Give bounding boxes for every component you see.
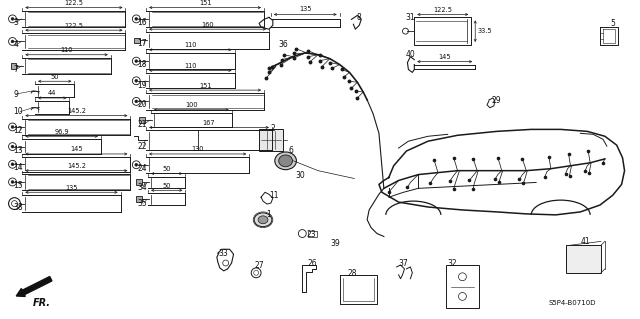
Text: 33: 33 [219, 249, 228, 258]
Text: 26: 26 [307, 259, 317, 268]
Text: 4: 4 [13, 41, 19, 49]
Text: 31: 31 [406, 13, 415, 22]
Text: 29: 29 [492, 96, 502, 105]
Text: 39: 39 [331, 240, 340, 249]
Bar [140, 117, 145, 123]
Circle shape [11, 181, 14, 183]
Text: 50: 50 [163, 183, 171, 189]
Text: 13: 13 [13, 145, 23, 154]
Circle shape [11, 40, 14, 43]
Text: 20: 20 [137, 100, 147, 109]
Text: 100: 100 [185, 102, 198, 108]
Text: 145.2: 145.2 [67, 108, 86, 114]
Text: 7: 7 [13, 65, 19, 74]
Text: 36: 36 [279, 40, 289, 49]
Ellipse shape [254, 213, 272, 227]
Text: 122.5: 122.5 [65, 23, 83, 29]
Circle shape [135, 60, 138, 63]
Text: 28: 28 [348, 269, 357, 278]
Text: 41: 41 [580, 237, 590, 247]
Text: 38: 38 [13, 203, 23, 211]
Text: 50: 50 [163, 166, 171, 172]
Text: 14: 14 [13, 163, 23, 172]
Text: 35: 35 [137, 198, 147, 208]
Bar [10, 63, 17, 69]
Text: 22: 22 [137, 142, 147, 151]
Text: 44: 44 [48, 91, 56, 96]
Bar [136, 196, 142, 202]
Bar [136, 180, 142, 185]
Text: 24: 24 [137, 164, 147, 173]
Text: 30: 30 [296, 171, 305, 180]
Text: 15: 15 [13, 181, 23, 190]
Ellipse shape [279, 155, 292, 167]
Text: 151: 151 [199, 83, 211, 89]
Text: 167: 167 [203, 120, 215, 126]
Text: 135: 135 [299, 6, 312, 12]
Ellipse shape [258, 216, 268, 224]
Text: 2: 2 [271, 123, 275, 132]
Text: 110: 110 [184, 63, 196, 69]
Text: 1: 1 [266, 210, 271, 219]
Text: 130: 130 [191, 146, 204, 152]
Text: 32: 32 [448, 259, 458, 268]
Bar [308, 231, 317, 237]
Circle shape [135, 100, 138, 103]
Text: 110: 110 [60, 47, 73, 53]
Text: 145: 145 [70, 146, 83, 152]
Text: FR.: FR. [33, 298, 51, 308]
Text: 19: 19 [137, 81, 147, 90]
Text: 10: 10 [13, 107, 23, 116]
Text: 33.5: 33.5 [477, 28, 492, 34]
Text: 17: 17 [137, 40, 147, 48]
Text: 18: 18 [137, 60, 147, 69]
Text: 23: 23 [307, 230, 316, 239]
Circle shape [11, 18, 14, 20]
Text: 11: 11 [269, 191, 279, 200]
Text: 40: 40 [406, 50, 415, 59]
Text: 145.2: 145.2 [67, 163, 86, 169]
Text: 135: 135 [65, 185, 77, 191]
Circle shape [135, 18, 138, 20]
Text: 145: 145 [438, 54, 451, 60]
Text: 12: 12 [13, 126, 23, 135]
Ellipse shape [275, 152, 296, 170]
Circle shape [135, 163, 138, 166]
Text: 27: 27 [254, 261, 264, 270]
Text: 5: 5 [611, 19, 615, 28]
Bar [445, 265, 479, 308]
Circle shape [11, 145, 14, 148]
Text: 160: 160 [201, 22, 214, 28]
Text: 50: 50 [51, 74, 59, 80]
Bar [566, 245, 601, 273]
Circle shape [11, 163, 14, 166]
Text: 34: 34 [137, 183, 147, 192]
Text: 122.5: 122.5 [433, 7, 452, 13]
Text: 6: 6 [289, 146, 293, 155]
Text: 21: 21 [137, 120, 147, 129]
Text: 3: 3 [13, 18, 19, 27]
Bar [134, 38, 140, 43]
Text: 8: 8 [357, 13, 362, 22]
Text: 96.9: 96.9 [54, 129, 69, 135]
Circle shape [135, 79, 138, 82]
Text: 122.5: 122.5 [65, 0, 83, 6]
Text: 110: 110 [184, 42, 196, 48]
Text: S5P4-B0710D: S5P4-B0710D [549, 300, 596, 306]
Text: 9: 9 [13, 90, 19, 99]
Text: 37: 37 [399, 259, 408, 268]
Text: 16: 16 [137, 18, 147, 27]
FancyArrow shape [16, 277, 52, 296]
Circle shape [11, 125, 14, 129]
Text: 151: 151 [199, 0, 211, 6]
Bar [259, 130, 283, 151]
